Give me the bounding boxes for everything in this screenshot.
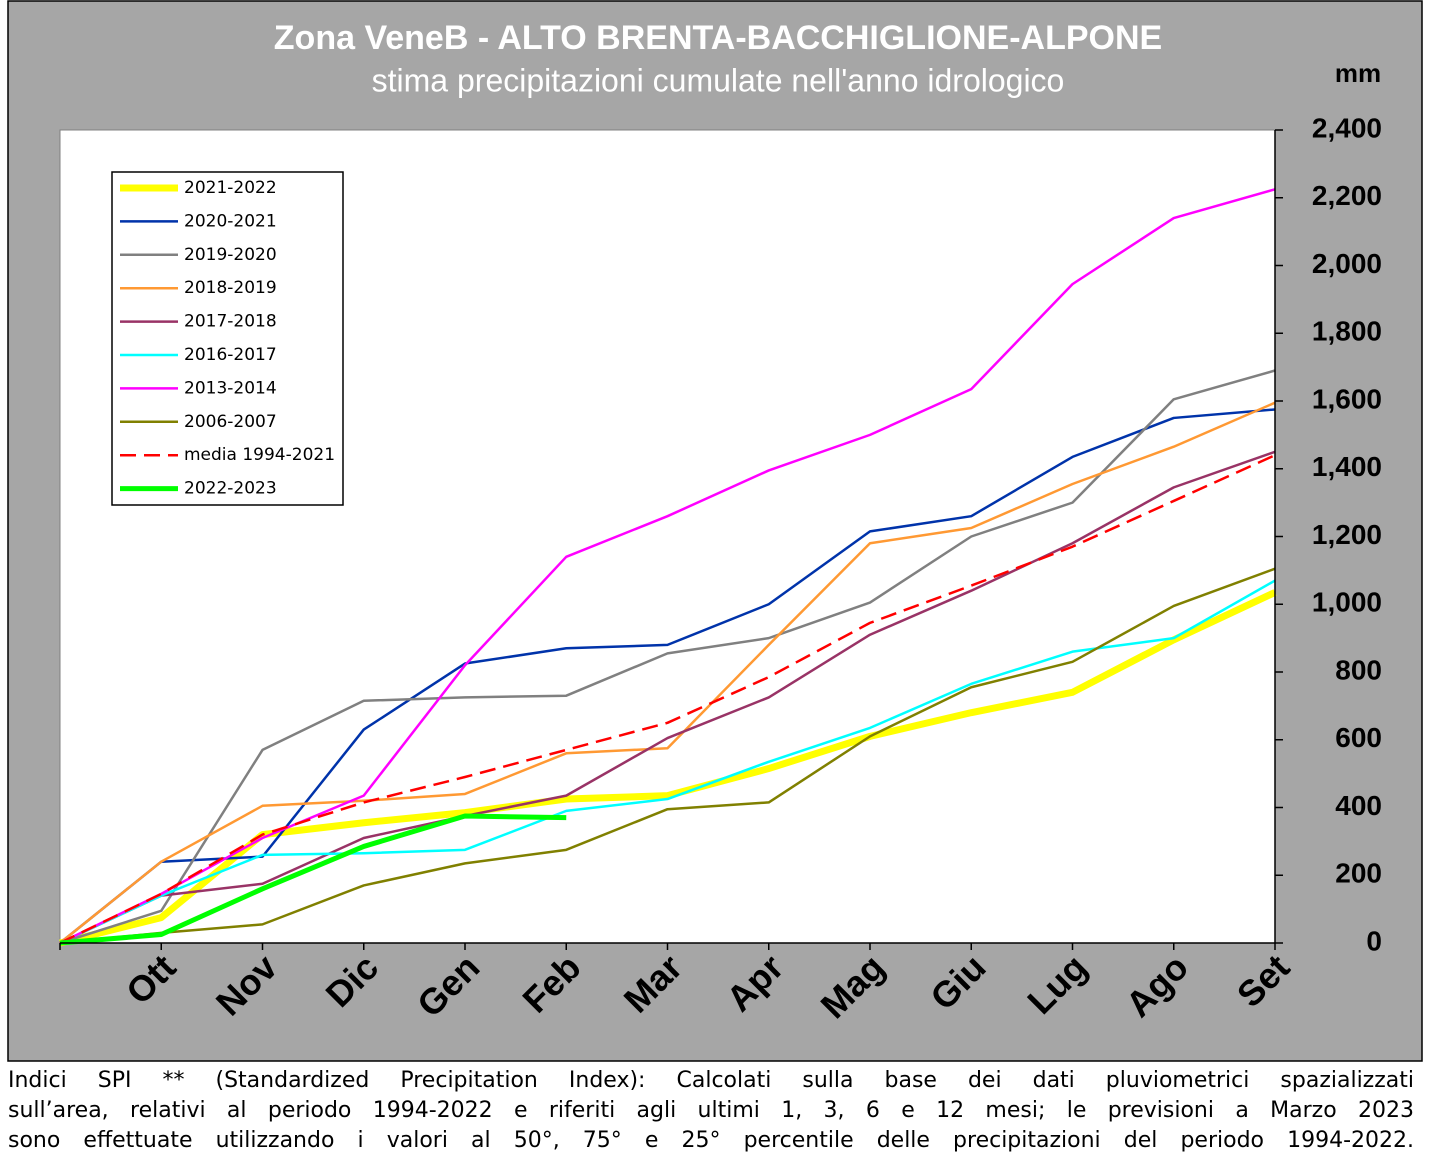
legend-label: 2016-2017 [184,345,277,365]
legend-label: 2006-2007 [184,412,277,432]
y-tick-label: 2,400 [1312,112,1382,143]
series-line [59,369,1276,945]
y-tick-label: 1,000 [1312,587,1382,618]
legend-box [111,171,344,506]
series-line [59,450,1276,945]
series-line [59,408,1276,944]
legend-label: 2018-2019 [184,278,277,298]
legend: 2021-2022 2020-2021 2019-2020 2018-2019 2017… [111,171,344,506]
series-lines [59,188,1277,947]
y-tick-label: 400 [1335,790,1382,821]
footnote-line: Indici SPI ** (Standardized Precipitatio… [8,1068,1414,1093]
legend-label: 2022-2023 [184,479,277,499]
y-tick-label: 600 [1335,722,1382,753]
series-line [59,188,1276,945]
legend-label: 2019-2020 [184,245,277,265]
footnote-line: sono effettuate utilizzando i valori al … [8,1128,1414,1153]
series-line [59,401,1276,944]
y-tick-label: 800 [1335,654,1382,685]
y-axis-label: mm [1335,58,1381,88]
y-tick-label: 2,000 [1312,248,1382,279]
y-tick-label: 200 [1335,858,1382,889]
y-tick-label: 0 [1366,925,1382,956]
y-tick-label: 1,400 [1312,451,1382,482]
legend-label: 2017-2018 [184,312,277,332]
series-line [59,454,1276,945]
chart: Zona VeneB - ALTO BRENTA-BACCHIGLIONE-AL… [7,0,1423,1062]
footnote: Indici SPI ** (Standardized Precipitatio… [8,1066,1414,1156]
chart-subtitle: stima precipitazioni cumulate nell'anno … [372,62,1065,98]
legend-label: 2013-2014 [184,378,277,398]
y-tick-label: 2,200 [1312,180,1382,211]
y-tick-label: 1,800 [1312,316,1382,347]
chart-title: Zona VeneB - ALTO BRENTA-BACCHIGLIONE-AL… [274,19,1162,57]
y-tick-label: 1,200 [1312,519,1382,550]
series-line [59,567,1276,945]
y-tick-label: 1,600 [1312,383,1382,414]
series-line [59,579,1276,945]
legend-label: media 1994-2021 [184,445,335,465]
footnote-line: sull’area, relativi al periodo 1994-2022… [8,1098,1414,1123]
legend-label: 2021-2022 [184,178,277,198]
series-line [59,813,567,946]
legend-label: 2020-2021 [184,211,277,231]
